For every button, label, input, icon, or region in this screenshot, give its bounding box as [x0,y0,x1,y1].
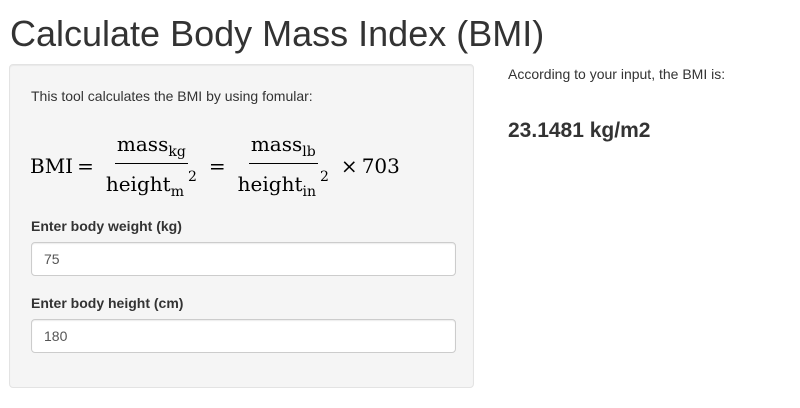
fraction-numerator: masskg [114,131,188,164]
fraction-denominator: heightin2 [236,164,331,199]
formula-factor: 703 [361,154,400,178]
page-title: Calculate Body Mass Index (BMI) [10,13,545,54]
fraction-numerator: masslb [248,131,318,164]
denominator-text: height [105,171,171,196]
height-label: Enter body height (cm) [31,295,184,311]
formula-times: × [340,154,358,178]
denominator-text: height [237,171,303,196]
formula-fraction-imperial: masslb heightin2 [236,134,331,199]
weight-input[interactable] [31,242,456,276]
denominator-superscript: 2 [187,168,197,185]
numerator-text: mass [116,131,169,156]
denominator-superscript: 2 [320,168,329,185]
formula-fraction-metric: masskg heightm2 [104,134,199,199]
numerator-subscript: lb [302,143,316,160]
denominator-subscript: m [170,183,184,200]
formula-intro-text: This tool calculates the BMI by using fo… [31,88,313,104]
height-input[interactable] [31,319,456,353]
denominator-subscript: in [302,183,317,200]
formula-equals: = [77,154,94,178]
input-panel: This tool calculates the BMI by using fo… [9,64,474,388]
numerator-text: mass [250,131,303,156]
fraction-denominator: heightm2 [104,164,199,199]
formula-lhs: BMI [30,154,74,178]
weight-label: Enter body weight (kg) [31,218,182,234]
result-intro-text: According to your input, the BMI is: [508,66,726,82]
bmi-result-value: 23.1481 kg/m2 [508,119,651,142]
numerator-subscript: kg [168,143,186,160]
formula-equals: = [208,154,226,178]
bmi-formula: BMI = masskg heightm2 = masslb heightin2… [30,131,400,201]
